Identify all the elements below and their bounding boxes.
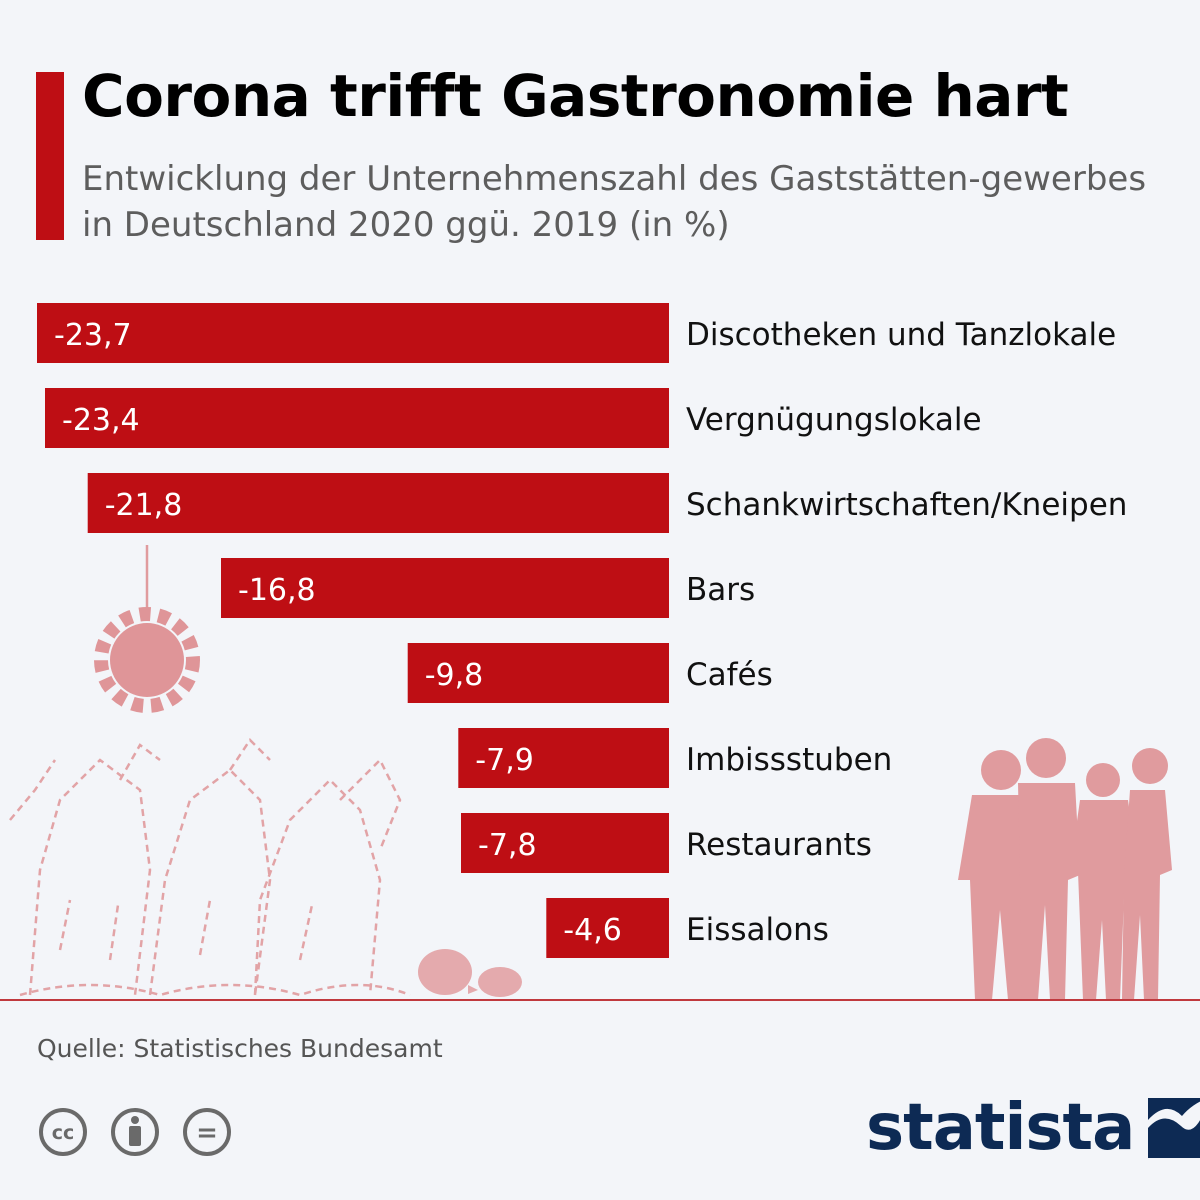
title-accent-bar (36, 72, 64, 240)
category-label: Cafés (686, 657, 773, 693)
bar (87, 473, 669, 533)
bar (407, 643, 669, 703)
category-label: Restaurants (686, 827, 872, 863)
bar (37, 303, 669, 363)
chart-subtitle: Entwicklung der Unternehmenszahl des Gas… (82, 159, 1147, 245)
license-icons: cc = (39, 1108, 231, 1156)
bar-value-label: -16,8 (238, 573, 316, 608)
source-note: Quelle: Statistisches Bundesamt (37, 1034, 443, 1063)
bar-value-label: -23,7 (54, 318, 132, 353)
bar (45, 388, 669, 448)
bar (458, 728, 669, 788)
balloon-illustration (418, 949, 522, 997)
statista-logo: statista (866, 1096, 1200, 1160)
bar-value-label: -4,6 (563, 913, 622, 948)
people-silhouettes-illustration (958, 738, 1172, 1000)
nd-icon: = (183, 1108, 231, 1156)
category-label: Bars (686, 572, 755, 608)
category-label: Eissalons (686, 912, 829, 948)
category-label: Vergnügungslokale (686, 402, 982, 438)
bar-value-label: -21,8 (105, 488, 183, 523)
statista-wordmark: statista (866, 1091, 1135, 1165)
cc-glyph: cc (52, 1122, 75, 1144)
chart-title: Corona trifft Gastronomie hart (82, 62, 1069, 130)
category-label: Schankwirtschaften/Kneipen (686, 487, 1127, 523)
nd-glyph: = (196, 1118, 218, 1148)
bar (461, 813, 669, 873)
statista-logo-mark-icon (1148, 1098, 1200, 1158)
bar (221, 558, 669, 618)
bar-value-label: -9,8 (425, 658, 484, 693)
by-icon (111, 1108, 159, 1156)
chart: -23,7 Discotheken und Tanzlokale -23,4 Verg… (0, 303, 1200, 1001)
bar-value-label: -23,4 (62, 403, 140, 438)
category-label: Imbissstuben (686, 742, 892, 778)
bar (546, 898, 669, 958)
category-label: Discotheken und Tanzlokale (686, 317, 1116, 353)
cc-icon: cc (39, 1108, 87, 1156)
party-crowd-illustration (9, 738, 411, 997)
virus-icon (94, 545, 200, 713)
bar-value-label: -7,8 (478, 828, 537, 863)
bar-value-label: -7,9 (475, 743, 534, 778)
